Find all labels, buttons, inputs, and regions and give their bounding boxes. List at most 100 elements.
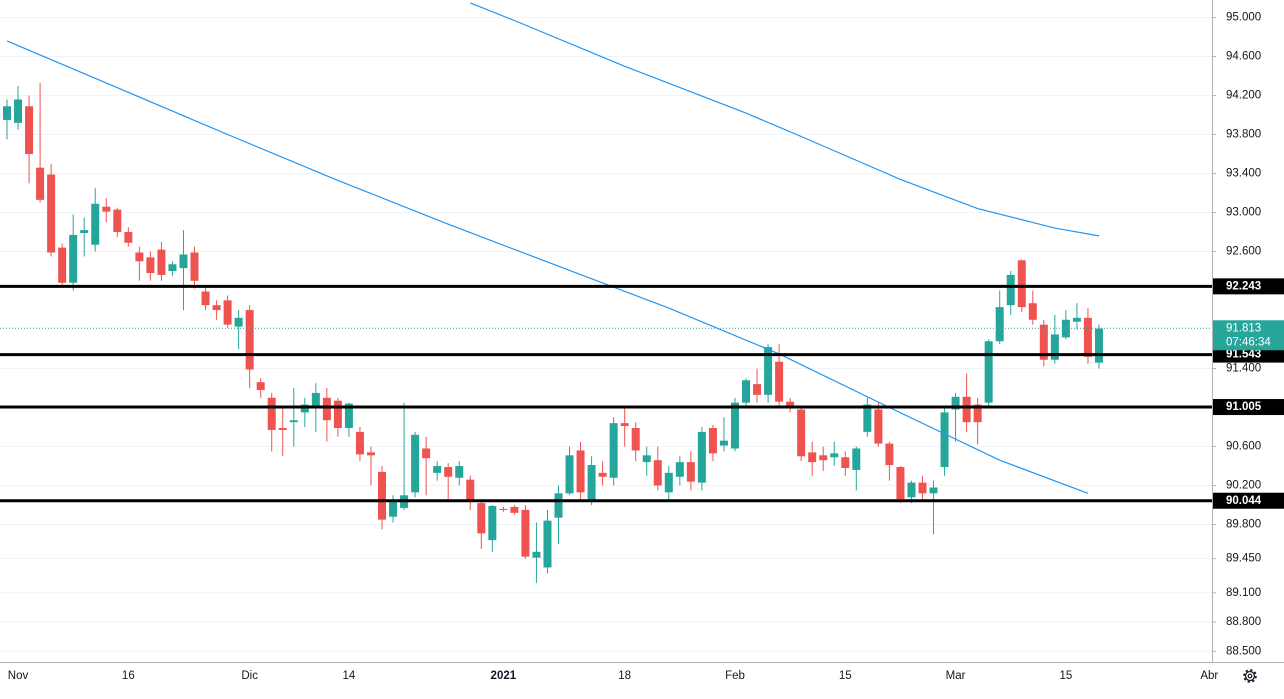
candle-body [1028,303,1037,320]
candle-body [124,232,133,243]
candle-body [444,467,453,477]
candle-body [47,174,56,253]
x-tick-label: Mar [946,670,966,682]
candle-body [433,466,442,473]
y-tick-label: 92.600 [1226,246,1261,258]
candle-body [69,234,78,283]
level-label: 91.543 [1226,349,1261,361]
x-tick-label: Dic [241,670,258,682]
candle-body [521,509,530,557]
candle-body [995,307,1004,342]
candle-body [510,506,519,513]
candle-body [488,506,497,541]
x-tick-label: 15 [1059,670,1072,682]
candle-body [598,472,607,477]
y-tick-label: 89.100 [1226,587,1261,599]
candle-body [3,106,11,120]
x-tick-label: 15 [839,670,852,682]
candle-body [322,397,331,421]
candle-body [25,106,34,155]
candle-body [929,487,938,494]
candle-body [664,472,673,493]
candle-body [234,317,243,327]
level-label-box [1213,492,1284,509]
candle-body [885,443,894,466]
candle-body [1072,317,1081,322]
candle-body [686,462,695,482]
settings-icon[interactable] [1243,669,1257,683]
candle-body [91,203,100,245]
candle-body [786,401,795,408]
candle-body [201,291,210,306]
candle-body [951,396,960,410]
y-tick-label: 94.600 [1226,51,1261,63]
level-label-box [1213,278,1284,295]
candle-body [532,551,541,558]
candle-body [378,471,387,520]
y-tick-label: 94.200 [1226,90,1261,102]
candle-body [245,310,254,370]
moving-average-line [470,2,1100,237]
y-tick-label: 93.000 [1226,207,1261,219]
candle-body [609,423,618,478]
level-label: 90.044 [1226,495,1262,507]
y-tick-label: 95.000 [1226,12,1261,24]
candle-body [576,450,585,493]
candle-body [477,503,486,534]
y-tick-label: 90.600 [1226,441,1261,453]
y-tick-label: 89.450 [1226,553,1261,565]
candle-body [874,409,883,444]
candle-body [366,452,375,456]
candle-body [157,249,166,275]
candle-body [962,396,971,423]
candle-body [146,257,155,273]
candle-body [135,252,144,262]
candle-body [212,305,221,311]
candle-body [455,466,464,478]
x-tick-label: Abr [1200,670,1218,682]
candle-body [631,428,640,451]
candle-body [102,206,111,212]
candle-body [653,460,662,486]
candle-body [565,455,574,494]
candle-body [1083,317,1092,357]
candle-body [896,467,905,500]
candle-body [168,264,177,272]
countdown-label: 07:46:34 [1226,336,1271,348]
candle-body [1006,274,1015,306]
candle-body [852,448,861,470]
candle-body [907,482,916,498]
candle-body [267,397,276,430]
axes: 95.000 94.600 94.200 93.800 93.400 93.000 92.6… [8,12,1284,682]
y-tick-label: 88.800 [1226,616,1261,628]
candle-body [764,347,773,395]
grid [0,17,1212,652]
candle-body [256,382,265,390]
candle-body [808,452,817,463]
last-price-box [1213,320,1284,351]
candle-body [841,457,850,468]
candle-body [389,500,398,517]
candle-body [333,400,342,429]
candle-body [675,462,684,477]
candle-body [730,402,739,449]
candle-body [797,409,806,457]
x-tick-label: 16 [122,670,135,682]
candle-body [1050,334,1059,360]
plot-area [0,2,1212,584]
candle-body [278,428,287,430]
candle-body [554,493,563,518]
candle-body [355,431,364,455]
level-label-box [1213,346,1284,363]
candle-body [1094,328,1103,363]
candle-body [190,252,199,281]
candle-body [697,431,706,483]
candle-body [753,384,762,395]
candle-body [14,99,23,123]
candle-body [708,428,717,454]
candle-body [344,403,353,429]
candle-body [1039,324,1048,360]
moving-average-line [6,40,1089,494]
candle-body [918,482,927,494]
